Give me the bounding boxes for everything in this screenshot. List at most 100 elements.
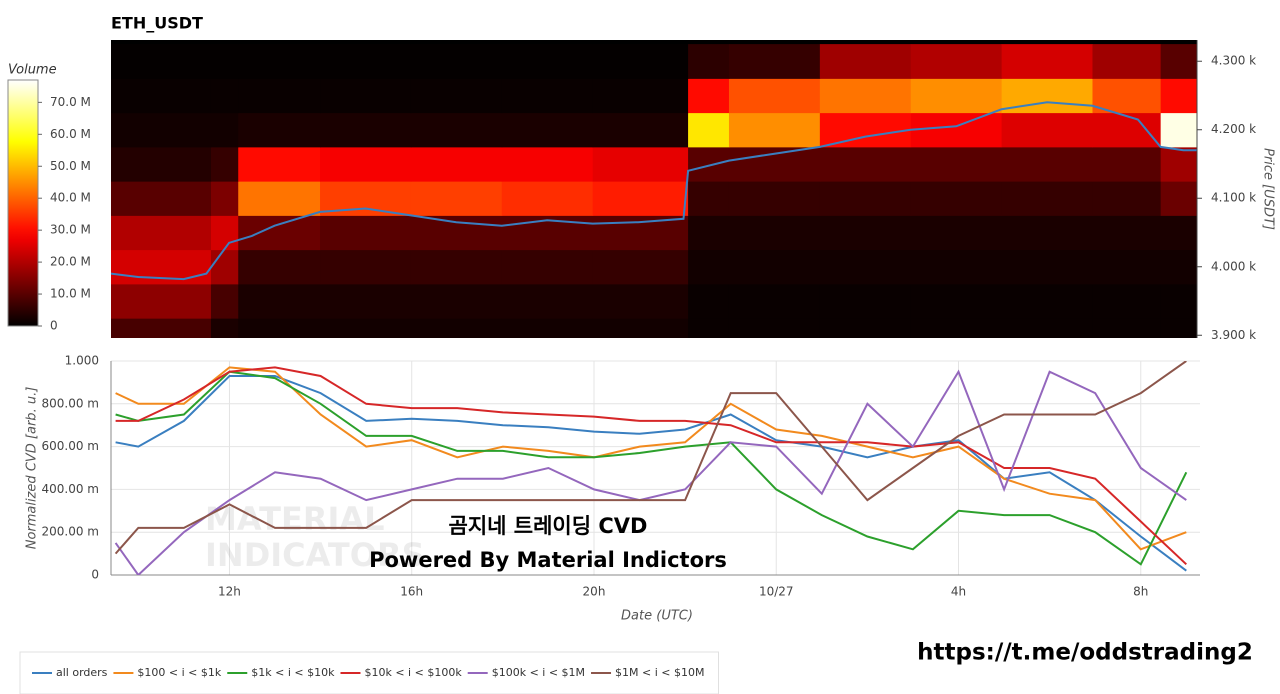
heatmap-cell <box>1160 112 1197 148</box>
heatmap-cell <box>1092 215 1162 251</box>
heatmap-cell <box>111 215 212 251</box>
heatmap-cell <box>1092 78 1162 114</box>
chart-title: ETH_USDT <box>111 14 203 33</box>
heatmap-cell <box>320 112 412 148</box>
heatmap-cell <box>688 112 730 148</box>
colorbar-tick-label: 50.0 M <box>50 159 91 173</box>
line-plot <box>114 361 1188 575</box>
heatmap-plot <box>111 40 1197 338</box>
heatmap-cell <box>410 78 503 114</box>
heatmap-cell <box>910 78 1003 114</box>
heatmap-cell <box>1092 146 1162 182</box>
heatmap-cell <box>410 283 503 319</box>
heatmap-cell <box>210 215 239 251</box>
heatmap-cell <box>210 181 239 216</box>
heatmap-cell <box>688 215 730 251</box>
heatmap-cell <box>728 215 821 251</box>
heatmap-cell <box>111 112 212 148</box>
heatmap-cell <box>210 78 239 114</box>
heatmap-cell <box>320 44 412 79</box>
heatmap-cell <box>320 215 412 251</box>
heatmap-cell <box>1001 283 1093 319</box>
heatmap-cell <box>1001 44 1093 79</box>
heatmap-cell <box>111 78 212 114</box>
heatmap-cell <box>592 249 689 285</box>
heatmap-cell <box>910 44 1003 79</box>
heatmap-cell <box>111 283 212 319</box>
heatmap-cell <box>238 112 321 148</box>
heatmap-cell <box>1160 215 1197 251</box>
heatmap-cell <box>688 78 730 114</box>
heatmap-cell <box>910 215 1003 251</box>
heatmap-cell <box>111 249 212 285</box>
heatmap-cell <box>1001 181 1093 216</box>
heatmap-cell <box>1001 146 1093 182</box>
heatmap-cell <box>728 249 821 285</box>
series-line <box>114 361 1187 555</box>
y-tick-label: 600.00 m <box>42 439 100 453</box>
heatmap-cell <box>1092 318 1162 338</box>
heatmap-cell <box>688 283 730 319</box>
heatmap-cell <box>210 112 239 148</box>
annotation: Powered By Material Indictors <box>369 548 727 572</box>
y-tick-label: 200.00 m <box>42 525 100 539</box>
heatmap-cell <box>238 283 321 319</box>
heatmap-cell <box>238 44 321 79</box>
heatmap-cell <box>1092 181 1162 216</box>
heatmap-cell <box>320 249 412 285</box>
heatmap-cell <box>819 283 912 319</box>
heatmap-cell <box>728 146 821 182</box>
y-tick-label: 0 <box>91 568 99 582</box>
heatmap-cell <box>111 146 212 182</box>
heatmap-cell <box>592 181 689 216</box>
x-tick-label: 8h <box>1133 585 1148 599</box>
legend-label: $1M < i < $10M <box>615 666 704 679</box>
series-line <box>115 366 1187 566</box>
heatmap-cell <box>910 181 1003 216</box>
legend-label: $10k < i < $100k <box>364 666 462 679</box>
heatmap-cell <box>728 78 821 114</box>
legend-label: $1k < i < $10k <box>251 666 335 679</box>
heatmap-cell <box>1160 78 1197 114</box>
heatmap-cell <box>410 181 503 216</box>
colorbar <box>7 79 39 327</box>
heatmap-cell <box>111 318 212 338</box>
x-tick-label: 10/27 <box>759 585 794 599</box>
heatmap-cell <box>1160 146 1197 182</box>
heatmap-cell <box>819 249 912 285</box>
heatmap-cell <box>501 318 594 338</box>
heatmap-cell <box>688 181 730 216</box>
heatmap-cell <box>728 181 821 216</box>
heatmap-cell <box>1092 112 1162 148</box>
heatmap-cell <box>501 181 594 216</box>
heatmap-cell <box>728 283 821 319</box>
heatmap-cell <box>592 146 689 182</box>
y-tick-label: 400.00 m <box>42 482 100 496</box>
heatmap-cell <box>910 318 1003 338</box>
heatmap-cell <box>1001 112 1093 148</box>
y2-tick-label: 4.200 k <box>1211 122 1256 136</box>
heatmap-cell <box>688 44 730 79</box>
y2-tick-label: 4.300 k <box>1211 54 1256 68</box>
heatmap-cell <box>910 283 1003 319</box>
series-line <box>115 366 1187 551</box>
heatmap-cell <box>320 146 412 182</box>
heatmap-cell <box>210 283 239 319</box>
heatmap-cell <box>501 112 594 148</box>
heatmap-cell <box>1160 318 1197 338</box>
watermark: INDICATORS <box>205 536 425 574</box>
heatmap-cell <box>501 249 594 285</box>
heatmap-cell <box>819 78 912 114</box>
heatmap-cell <box>210 44 239 79</box>
heatmap-cell <box>819 112 912 148</box>
heatmap-cell <box>1160 44 1197 79</box>
heatmap-cell <box>1160 283 1197 319</box>
heatmap-cell <box>910 146 1003 182</box>
heatmap-cell <box>210 146 239 182</box>
colorbar-tick-label: 20.0 M <box>50 255 91 269</box>
legend-label: $100 < i < $1k <box>137 666 221 679</box>
heatmap-cell <box>1001 215 1093 251</box>
heatmap-cell <box>1160 249 1197 285</box>
y-tick-label: 800.00 m <box>42 396 100 410</box>
